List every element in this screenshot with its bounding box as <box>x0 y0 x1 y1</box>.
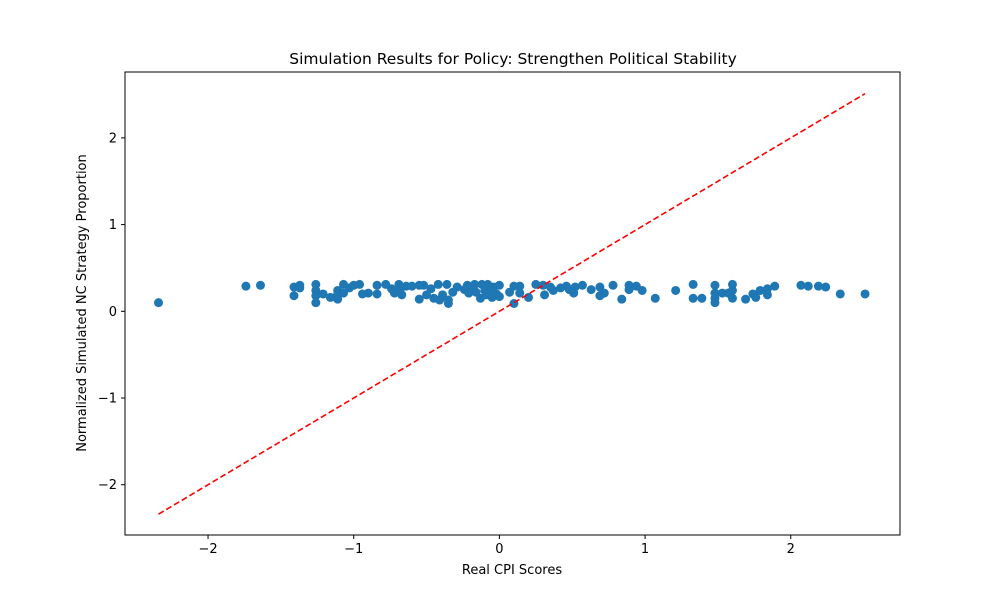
data-point <box>688 293 698 303</box>
data-point <box>637 285 647 295</box>
data-point <box>372 280 382 290</box>
data-point <box>515 281 525 291</box>
chart-title: Simulation Results for Policy: Strengthe… <box>289 50 737 68</box>
data-point <box>442 279 452 289</box>
data-point <box>762 290 772 300</box>
data-point <box>650 293 660 303</box>
y-tick-label: −2 <box>98 478 117 493</box>
data-point <box>624 285 634 295</box>
data-point <box>452 282 462 292</box>
data-point <box>617 294 627 304</box>
x-tick-label: 2 <box>787 542 795 557</box>
data-point <box>727 293 737 303</box>
data-point <box>710 298 720 308</box>
data-point <box>414 294 424 304</box>
data-point <box>289 291 299 301</box>
data-point <box>311 298 321 308</box>
data-point <box>577 280 587 290</box>
x-axis-label: Real CPI Scores <box>462 563 562 578</box>
data-point <box>727 285 737 295</box>
data-point <box>821 282 831 292</box>
y-tick-label: 1 <box>109 218 117 233</box>
data-point <box>860 289 870 299</box>
y-axis-label: Normalized Simulated NC Strategy Proport… <box>75 154 90 452</box>
data-point <box>333 294 343 304</box>
plot-frame <box>124 71 901 536</box>
data-point <box>241 281 251 291</box>
data-point <box>433 279 443 289</box>
data-point <box>407 281 417 291</box>
data-point <box>355 279 365 289</box>
data-point <box>540 290 550 300</box>
x-tick-label: 0 <box>495 542 503 557</box>
plot-area <box>154 92 870 515</box>
data-point <box>697 293 707 303</box>
data-point <box>494 280 504 290</box>
data-point <box>397 290 407 300</box>
data-point <box>426 284 436 294</box>
data-point <box>154 298 164 308</box>
data-point <box>311 291 321 301</box>
data-point <box>688 279 698 289</box>
data-point <box>515 288 525 298</box>
x-tick-label: −2 <box>198 542 217 557</box>
data-point <box>419 280 429 290</box>
data-point <box>608 280 618 290</box>
y-tick-label: 0 <box>109 305 117 320</box>
data-point <box>372 289 382 299</box>
data-point <box>796 280 806 290</box>
data-point <box>770 281 780 291</box>
data-point <box>363 288 373 298</box>
data-point <box>548 285 558 295</box>
data-point <box>570 282 580 292</box>
y-axis: −2 −1 0 1 2 <box>98 131 125 493</box>
data-point <box>339 288 349 298</box>
data-point <box>494 292 504 302</box>
data-point <box>755 285 765 295</box>
data-point <box>813 281 823 291</box>
y-tick-label: 2 <box>109 131 117 146</box>
reference-line <box>158 92 866 515</box>
data-point <box>470 279 480 289</box>
data-point <box>741 294 751 304</box>
data-point <box>710 280 720 290</box>
data-point <box>438 290 448 300</box>
y-tick-label: −1 <box>98 392 117 407</box>
data-point <box>751 292 761 302</box>
data-point <box>524 292 534 302</box>
data-point <box>671 285 681 295</box>
data-point <box>295 283 305 293</box>
data-point <box>325 292 335 302</box>
x-axis: −2 −1 0 1 2 <box>198 535 795 557</box>
data-point <box>835 289 845 299</box>
data-point <box>531 279 541 289</box>
data-point <box>599 288 609 298</box>
data-point <box>803 281 813 291</box>
x-tick-label: −1 <box>344 542 363 557</box>
data-point <box>443 299 453 308</box>
data-point <box>255 280 265 290</box>
x-tick-label: 1 <box>641 542 649 557</box>
data-point <box>586 285 596 295</box>
data-point <box>318 289 328 299</box>
